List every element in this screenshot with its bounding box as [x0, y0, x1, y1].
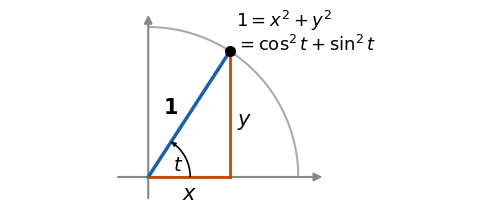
Text: $x$: $x$ [182, 184, 197, 203]
Text: $= \cos^2t + \sin^2t$: $= \cos^2t + \sin^2t$ [236, 35, 376, 55]
Text: $y$: $y$ [237, 112, 252, 132]
Text: $1 = x^2 + y^2$: $1 = x^2 + y^2$ [236, 9, 332, 33]
Text: 1: 1 [164, 98, 178, 118]
Text: $t$: $t$ [173, 156, 184, 175]
